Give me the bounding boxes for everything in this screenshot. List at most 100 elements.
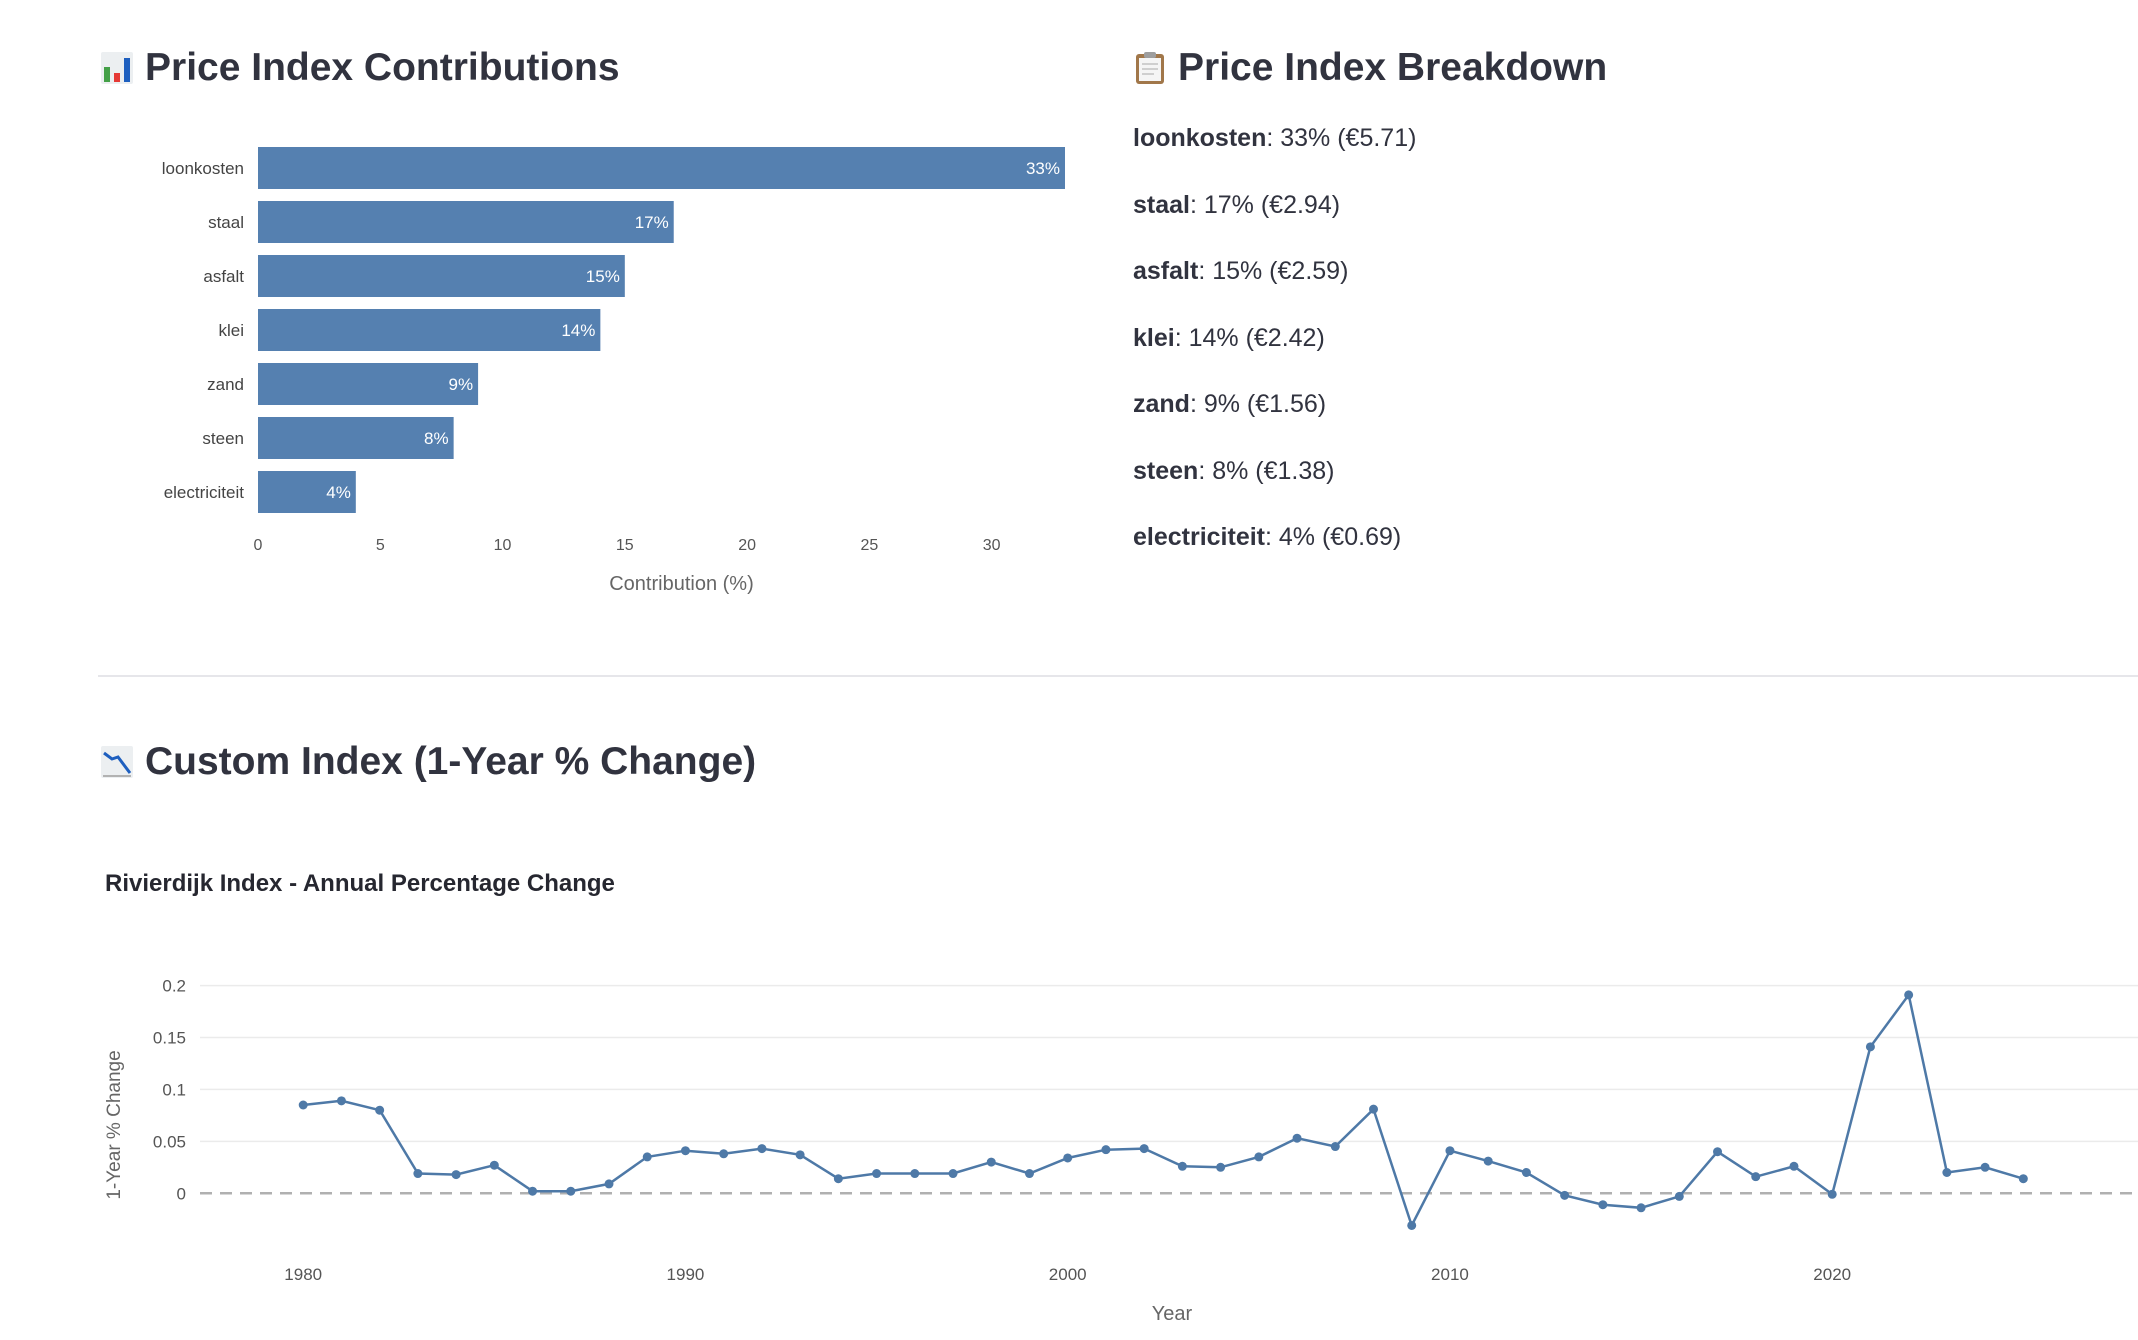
data-point <box>566 1186 576 1196</box>
y-tick-label: 0.15 <box>153 1029 186 1048</box>
data-point <box>1942 1168 1952 1177</box>
y-tick-label: 0.2 <box>162 977 186 996</box>
custom-index-heading: Custom Index (1-Year % Change) <box>100 740 756 784</box>
data-point <box>1483 1156 1493 1166</box>
category-label: zand <box>207 375 244 394</box>
breakdown-item: zand: 9% (€1.56) <box>1133 390 1416 457</box>
breakdown-item-name: klei <box>1133 323 1175 352</box>
breakdown-item-value: : 17% (€2.94) <box>1189 190 1341 219</box>
data-point <box>1674 1191 1684 1201</box>
data-point <box>1904 990 1914 1000</box>
y-axis-label: 1-Year % Change <box>104 1050 125 1199</box>
bar <box>258 309 601 351</box>
x-tick-label: 1990 <box>667 1265 705 1284</box>
data-point <box>1330 1142 1340 1152</box>
category-label: asfalt <box>203 267 244 286</box>
data-point <box>2018 1174 2028 1184</box>
breakdown-item-value: : 14% (€2.42) <box>1174 323 1325 352</box>
data-point <box>642 1152 652 1162</box>
data-point <box>1980 1162 1990 1172</box>
category-label: staal <box>208 213 244 232</box>
breakdown-item: electriciteit: 4% (€0.69) <box>1133 523 1416 590</box>
category-label: electriciteit <box>164 483 245 502</box>
bar <box>258 417 454 459</box>
breakdown-item-name: electriciteit <box>1133 523 1266 551</box>
data-point <box>1177 1161 1187 1171</box>
y-tick-label: 0 <box>177 1184 186 1203</box>
breakdown-item-value: : 33% (€5.71) <box>1266 124 1417 152</box>
data-point <box>1024 1169 1034 1179</box>
bar <box>258 255 625 297</box>
data-point <box>757 1144 767 1154</box>
data-point <box>1865 1042 1875 1052</box>
x-axis-label: Year <box>1152 1303 1193 1325</box>
bar-data-label: 33% <box>1026 159 1060 178</box>
data-point <box>1827 1189 1837 1199</box>
data-point <box>1216 1162 1226 1172</box>
data-point <box>1789 1161 1799 1171</box>
data-point <box>1101 1145 1111 1155</box>
x-axis-label: Contribution (%) <box>609 573 754 595</box>
breakdown-item-value: : 9% (€1.56) <box>1189 390 1327 418</box>
breakdown-item: steen: 8% (€1.38) <box>1133 457 1416 524</box>
bar <box>258 363 479 405</box>
data-point <box>489 1160 499 1170</box>
data-point <box>986 1157 996 1167</box>
breakdown-item: loonkosten: 33% (€5.71) <box>1133 124 1416 191</box>
category-label: klei <box>218 321 244 340</box>
data-point <box>528 1186 538 1196</box>
category-label: loonkosten <box>162 159 244 178</box>
data-point <box>375 1105 385 1115</box>
section-divider <box>98 675 2138 677</box>
breakdown-item-name: staal <box>1133 190 1190 219</box>
y-tick-label: 0.05 <box>153 1132 186 1151</box>
series-line <box>303 991 2024 1229</box>
breakdown-item: asfalt: 15% (€2.59) <box>1133 257 1416 324</box>
bar <box>258 147 1065 189</box>
data-point <box>1636 1203 1646 1213</box>
annual-change-line-chart: 0 0.05 0.1 0.15 0.2 1980 1990 2000 2010 2020 Year 1… <box>104 977 2138 1325</box>
data-point <box>719 1149 729 1159</box>
x-tick-label: 1980 <box>284 1265 322 1284</box>
data-point <box>948 1169 958 1179</box>
breakdown-heading-text: Price Index Breakdown <box>1178 46 1608 89</box>
x-tick-label: 5 <box>376 537 385 554</box>
x-tick-label: 15 <box>616 537 634 554</box>
breakdown-heading: Price Index Breakdown <box>1133 46 1607 90</box>
data-point <box>1445 1146 1455 1156</box>
data-point <box>910 1169 920 1179</box>
x-tick-label: 2000 <box>1049 1265 1087 1284</box>
breakdown-item-value: : 8% (€1.38) <box>1198 456 1335 485</box>
x-tick-label: 0 <box>254 537 263 554</box>
data-point <box>1521 1168 1531 1177</box>
x-tick-label: 30 <box>983 537 1001 554</box>
data-point <box>604 1179 614 1189</box>
y-tick-label: 0.1 <box>162 1080 186 1099</box>
x-tick-label: 2020 <box>1813 1265 1851 1284</box>
chart-decreasing-icon <box>100 745 134 779</box>
contributions-heading: Price Index Contributions <box>100 46 620 90</box>
data-point <box>795 1150 805 1160</box>
data-point <box>1407 1220 1417 1230</box>
data-point <box>872 1169 882 1179</box>
breakdown-item-value: : 15% (€2.59) <box>1198 257 1349 285</box>
bar-data-label: 4% <box>326 483 351 502</box>
data-point <box>1598 1200 1608 1210</box>
breakdown-item-name: steen <box>1133 456 1199 485</box>
breakdown-item: staal: 17% (€2.94) <box>1133 191 1416 258</box>
breakdown-item-name: zand <box>1133 390 1190 418</box>
data-point <box>1713 1147 1723 1157</box>
data-point <box>833 1174 843 1184</box>
data-point <box>1751 1172 1761 1182</box>
x-tick-label: 10 <box>494 537 512 554</box>
bar-data-label: 8% <box>424 429 449 448</box>
line-chart-title: Rivierdijk Index - Annual Percentage Cha… <box>105 870 615 897</box>
data-point <box>451 1170 461 1180</box>
contributions-bar-chart: 33% loonkosten 17% staal 15% asfalt 14% klei 9% z… <box>162 147 1065 595</box>
bar <box>258 201 674 243</box>
breakdown-item-name: asfalt <box>1133 257 1199 285</box>
x-tick-label: 2010 <box>1431 1265 1469 1284</box>
data-point <box>680 1146 690 1156</box>
data-point <box>298 1100 308 1110</box>
custom-index-heading-text: Custom Index (1-Year % Change) <box>145 740 757 783</box>
